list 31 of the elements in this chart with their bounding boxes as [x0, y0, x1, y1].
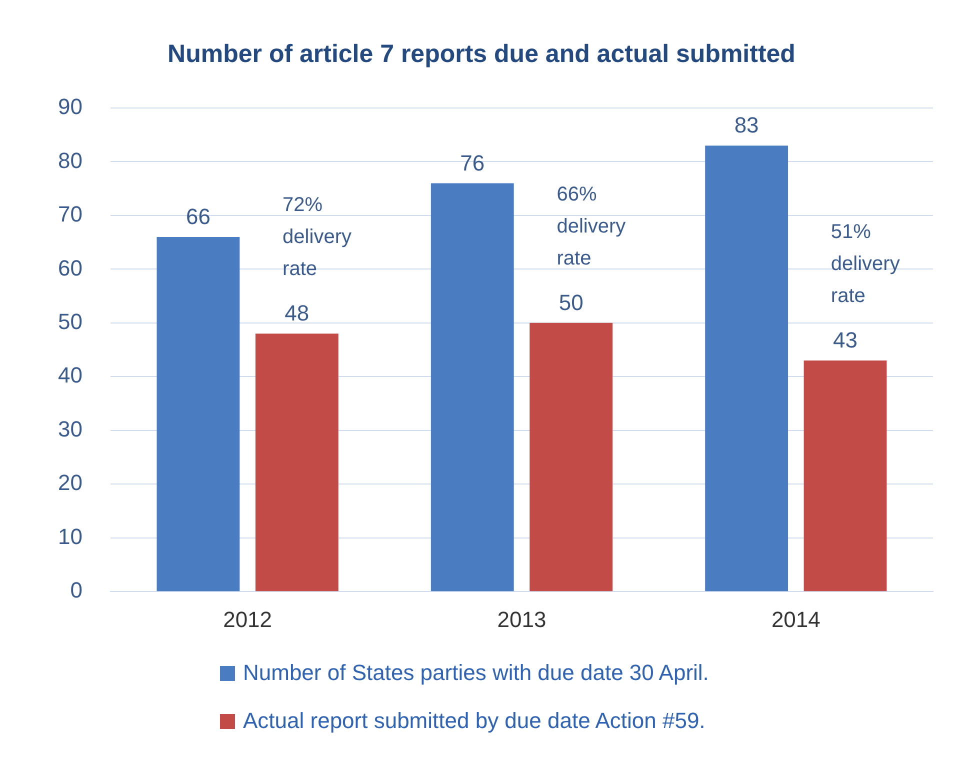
- data-label: 83: [734, 112, 759, 138]
- y-tick-label: 50: [58, 308, 82, 334]
- x-tick-label: 2012: [223, 606, 272, 632]
- annotation: 51% delivery rate: [830, 221, 900, 308]
- annotation: 72% delivery rate: [282, 194, 352, 280]
- chart-title: Number of article 7 reports due and actual submitted: [168, 40, 796, 68]
- y-tick-label: 70: [58, 202, 82, 227]
- bar: [255, 334, 338, 592]
- data-label: 48: [284, 300, 310, 326]
- y-tick-label: 90: [58, 94, 82, 120]
- legend-label: Actual report submitted by due date Action #59.: [243, 708, 706, 734]
- legend-label: Number of States parties with due date 30 April.: [243, 660, 709, 686]
- y-tick-label: 30: [58, 416, 82, 442]
- y-tick-label: 10: [58, 524, 82, 549]
- bar: [430, 183, 514, 592]
- bar: [705, 146, 788, 592]
- data-label: 43: [833, 328, 858, 353]
- y-tick-label: 60: [58, 255, 82, 280]
- bar: [156, 236, 240, 592]
- y-tick-label: 20: [58, 470, 82, 496]
- y-tick-label: 0: [70, 578, 82, 603]
- bar: [530, 322, 613, 592]
- data-label: 66: [186, 204, 210, 230]
- x-tick-label: 2014: [771, 606, 820, 632]
- data-label: 50: [558, 290, 584, 315]
- data-label: 76: [460, 150, 485, 176]
- bar: [804, 360, 887, 592]
- y-tick-label: 40: [58, 362, 82, 388]
- y-tick-label: 80: [58, 148, 82, 173]
- x-tick-label: 2013: [497, 606, 546, 632]
- annotation: 66% delivery rate: [556, 183, 626, 270]
